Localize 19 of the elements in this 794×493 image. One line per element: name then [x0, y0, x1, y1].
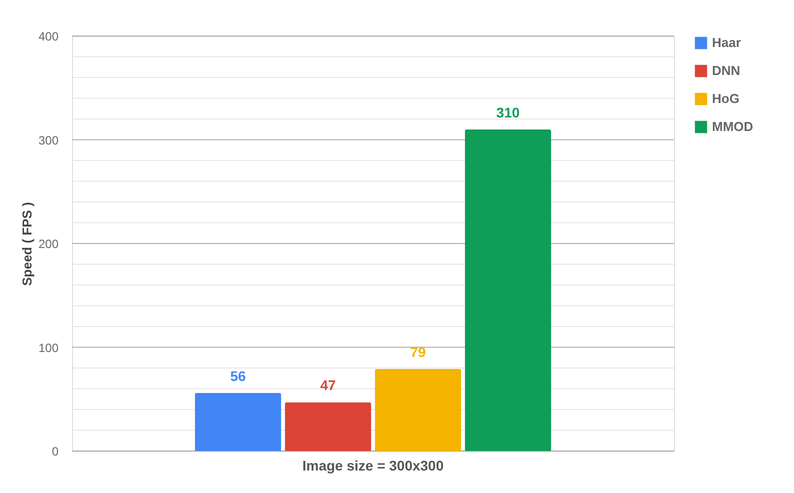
- bar: [374, 369, 462, 451]
- legend-label: HoG: [712, 91, 740, 106]
- bar: [194, 392, 282, 451]
- y-tick-label: 0: [52, 444, 59, 458]
- legend-label: Haar: [712, 35, 741, 50]
- data-label: 56: [230, 368, 246, 384]
- y-tick-label: 100: [38, 340, 59, 355]
- bar: [464, 129, 552, 451]
- data-label: 79: [410, 344, 426, 360]
- y-axis-title: Speed ( FPS ): [19, 202, 34, 286]
- bar: [284, 402, 372, 451]
- y-tick-label: 300: [38, 133, 59, 148]
- data-label: 310: [496, 104, 520, 120]
- y-tick-label: 200: [38, 237, 59, 251]
- y-tick-label: 400: [38, 30, 59, 44]
- legend-label: DNN: [712, 63, 740, 78]
- data-label: 47: [320, 377, 336, 394]
- legend-label: MMOD: [712, 119, 754, 134]
- x-tick-label: Image size = 300x300: [302, 458, 444, 474]
